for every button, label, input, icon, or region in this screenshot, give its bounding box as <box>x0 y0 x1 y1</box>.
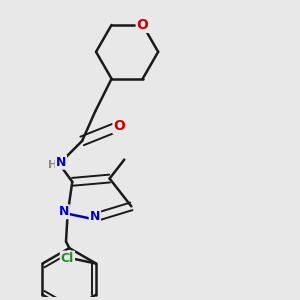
Text: O: O <box>137 18 148 32</box>
Text: Cl: Cl <box>61 252 74 265</box>
Text: N: N <box>56 156 66 169</box>
Text: O: O <box>113 119 125 133</box>
Text: N: N <box>58 205 69 218</box>
Text: N: N <box>90 210 100 223</box>
Text: H: H <box>48 160 57 170</box>
